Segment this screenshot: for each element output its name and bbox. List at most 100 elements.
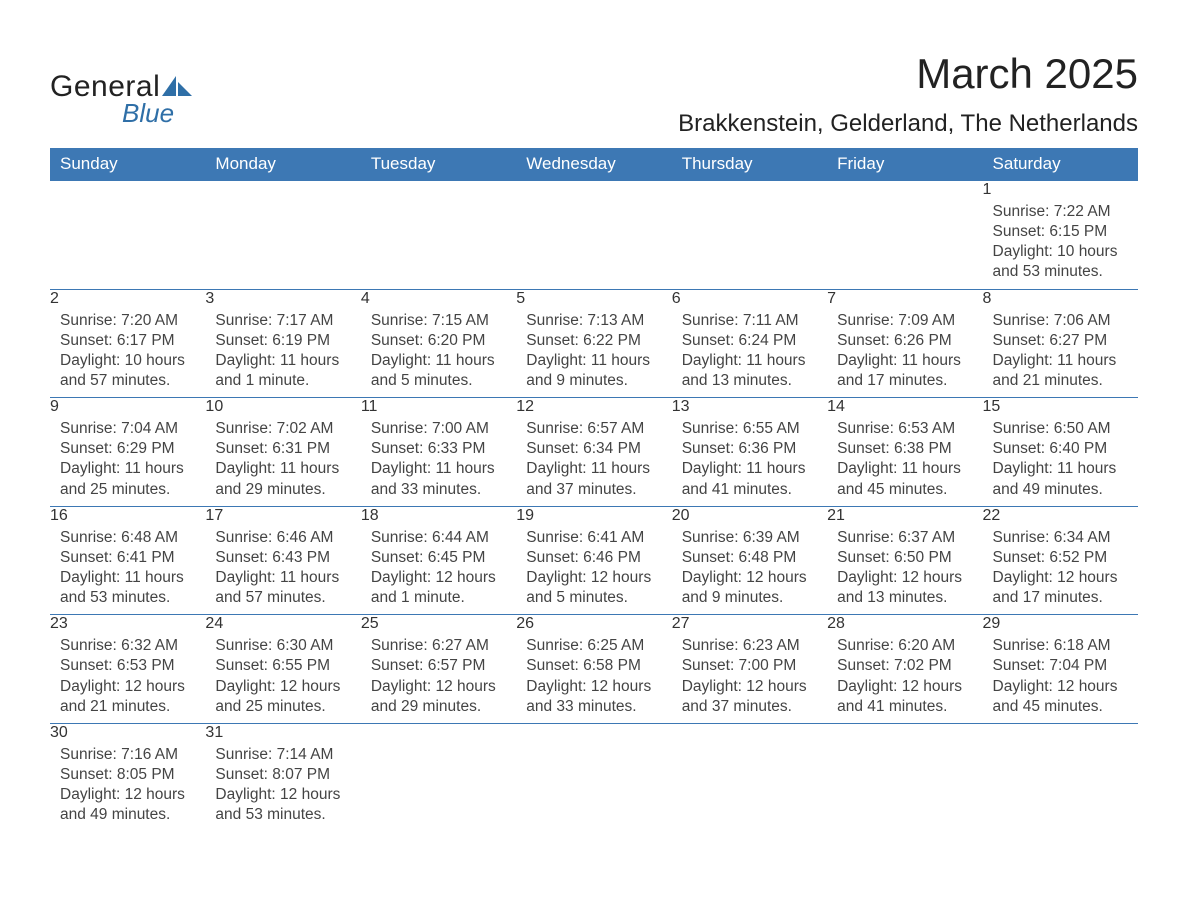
- day-cell: 26Sunrise: 6:25 AMSunset: 6:58 PMDayligh…: [516, 615, 671, 724]
- day-data: [361, 181, 516, 259]
- day-cell: 24Sunrise: 6:30 AMSunset: 6:55 PMDayligh…: [205, 615, 360, 724]
- day-number: 28: [827, 615, 845, 632]
- day-cell: 12Sunrise: 6:57 AMSunset: 6:34 PMDayligh…: [516, 398, 671, 507]
- day-data: Sunrise: 7:06 AMSunset: 6:27 PMDaylight:…: [983, 308, 1138, 398]
- day-number: 26: [516, 615, 534, 632]
- day-header: Saturday: [983, 148, 1138, 181]
- day-data: Sunrise: 7:15 AMSunset: 6:20 PMDaylight:…: [361, 308, 516, 398]
- day-cell: [827, 181, 982, 290]
- day-number: 6: [672, 290, 681, 307]
- sunrise-text: Sunrise: 7:20 AM: [60, 311, 195, 331]
- day-header: Wednesday: [516, 148, 671, 181]
- sunrise-text: Sunrise: 7:15 AM: [371, 311, 506, 331]
- day-number: 25: [361, 615, 379, 632]
- sunset-text: Sunset: 7:04 PM: [993, 656, 1128, 676]
- day-data: Sunrise: 6:20 AMSunset: 7:02 PMDaylight:…: [827, 633, 982, 723]
- day-cell: 17Sunrise: 6:46 AMSunset: 6:43 PMDayligh…: [205, 506, 360, 615]
- sunset-text: Sunset: 6:33 PM: [371, 439, 506, 459]
- daylight-text: Daylight: 12 hours and 13 minutes.: [837, 568, 972, 608]
- daylight-text: Daylight: 11 hours and 49 minutes.: [993, 459, 1128, 499]
- sunrise-text: Sunrise: 6:25 AM: [526, 636, 661, 656]
- day-cell: 28Sunrise: 6:20 AMSunset: 7:02 PMDayligh…: [827, 615, 982, 724]
- day-cell: [361, 181, 516, 290]
- sunset-text: Sunset: 6:29 PM: [60, 439, 195, 459]
- day-number: 5: [516, 290, 525, 307]
- day-data: Sunrise: 6:46 AMSunset: 6:43 PMDaylight:…: [205, 525, 360, 615]
- day-data: Sunrise: 6:53 AMSunset: 6:38 PMDaylight:…: [827, 416, 982, 506]
- day-data: [827, 724, 982, 802]
- sunset-text: Sunset: 6:34 PM: [526, 439, 661, 459]
- sunrise-text: Sunrise: 6:57 AM: [526, 419, 661, 439]
- day-data: Sunrise: 6:37 AMSunset: 6:50 PMDaylight:…: [827, 525, 982, 615]
- day-data: Sunrise: 7:00 AMSunset: 6:33 PMDaylight:…: [361, 416, 516, 506]
- daylight-text: Daylight: 11 hours and 5 minutes.: [371, 351, 506, 391]
- day-number: 9: [50, 398, 59, 415]
- sunset-text: Sunset: 6:24 PM: [682, 331, 817, 351]
- sunset-text: Sunset: 6:38 PM: [837, 439, 972, 459]
- sunrise-text: Sunrise: 7:04 AM: [60, 419, 195, 439]
- day-number: 20: [672, 507, 690, 524]
- sunset-text: Sunset: 6:58 PM: [526, 656, 661, 676]
- sunset-text: Sunset: 6:41 PM: [60, 548, 195, 568]
- sunset-text: Sunset: 6:26 PM: [837, 331, 972, 351]
- sunset-text: Sunset: 6:36 PM: [682, 439, 817, 459]
- day-number: 4: [361, 290, 370, 307]
- sunrise-text: Sunrise: 6:50 AM: [993, 419, 1128, 439]
- daylight-text: Daylight: 12 hours and 41 minutes.: [837, 677, 972, 717]
- sunset-text: Sunset: 7:00 PM: [682, 656, 817, 676]
- day-cell: 9Sunrise: 7:04 AMSunset: 6:29 PMDaylight…: [50, 398, 205, 507]
- day-cell: [361, 723, 516, 831]
- sunset-text: Sunset: 6:20 PM: [371, 331, 506, 351]
- week-row: 30Sunrise: 7:16 AMSunset: 8:05 PMDayligh…: [50, 723, 1138, 831]
- day-data: Sunrise: 7:13 AMSunset: 6:22 PMDaylight:…: [516, 308, 671, 398]
- logo: General Blue: [50, 50, 192, 129]
- day-number: 17: [205, 507, 223, 524]
- day-data: Sunrise: 6:25 AMSunset: 6:58 PMDaylight:…: [516, 633, 671, 723]
- day-cell: [672, 181, 827, 290]
- daylight-text: Daylight: 11 hours and 21 minutes.: [993, 351, 1128, 391]
- sunset-text: Sunset: 6:57 PM: [371, 656, 506, 676]
- sail-icon: [162, 74, 192, 96]
- day-data: Sunrise: 6:34 AMSunset: 6:52 PMDaylight:…: [983, 525, 1138, 615]
- day-cell: 20Sunrise: 6:39 AMSunset: 6:48 PMDayligh…: [672, 506, 827, 615]
- sunrise-text: Sunrise: 6:46 AM: [215, 528, 350, 548]
- sunset-text: Sunset: 6:27 PM: [993, 331, 1128, 351]
- week-row: 1Sunrise: 7:22 AMSunset: 6:15 PMDaylight…: [50, 181, 1138, 290]
- day-data: Sunrise: 7:09 AMSunset: 6:26 PMDaylight:…: [827, 308, 982, 398]
- day-data: [672, 181, 827, 259]
- daylight-text: Daylight: 12 hours and 49 minutes.: [60, 785, 195, 825]
- sunrise-text: Sunrise: 7:16 AM: [60, 745, 195, 765]
- day-number: 24: [205, 615, 223, 632]
- day-data: [50, 181, 205, 259]
- sunset-text: Sunset: 6:40 PM: [993, 439, 1128, 459]
- day-data: [361, 724, 516, 802]
- sunset-text: Sunset: 8:05 PM: [60, 765, 195, 785]
- day-cell: 5Sunrise: 7:13 AMSunset: 6:22 PMDaylight…: [516, 289, 671, 398]
- sunrise-text: Sunrise: 6:55 AM: [682, 419, 817, 439]
- week-row: 23Sunrise: 6:32 AMSunset: 6:53 PMDayligh…: [50, 615, 1138, 724]
- sunrise-text: Sunrise: 6:41 AM: [526, 528, 661, 548]
- day-cell: [205, 181, 360, 290]
- week-row: 2Sunrise: 7:20 AMSunset: 6:17 PMDaylight…: [50, 289, 1138, 398]
- sunrise-text: Sunrise: 7:11 AM: [682, 311, 817, 331]
- week-row: 16Sunrise: 6:48 AMSunset: 6:41 PMDayligh…: [50, 506, 1138, 615]
- day-header: Friday: [827, 148, 982, 181]
- day-data: Sunrise: 6:39 AMSunset: 6:48 PMDaylight:…: [672, 525, 827, 615]
- day-cell: 16Sunrise: 6:48 AMSunset: 6:41 PMDayligh…: [50, 506, 205, 615]
- day-number: 31: [205, 724, 223, 741]
- day-cell: 8Sunrise: 7:06 AMSunset: 6:27 PMDaylight…: [983, 289, 1138, 398]
- daylight-text: Daylight: 12 hours and 37 minutes.: [682, 677, 817, 717]
- sunset-text: Sunset: 7:02 PM: [837, 656, 972, 676]
- day-number: 21: [827, 507, 845, 524]
- day-data: Sunrise: 6:44 AMSunset: 6:45 PMDaylight:…: [361, 525, 516, 615]
- daylight-text: Daylight: 11 hours and 33 minutes.: [371, 459, 506, 499]
- day-number: 8: [983, 290, 992, 307]
- calendar-table: Sunday Monday Tuesday Wednesday Thursday…: [50, 148, 1138, 831]
- day-number: 11: [361, 398, 378, 415]
- sunrise-text: Sunrise: 6:30 AM: [215, 636, 350, 656]
- sunrise-text: Sunrise: 7:17 AM: [215, 311, 350, 331]
- day-cell: 21Sunrise: 6:37 AMSunset: 6:50 PMDayligh…: [827, 506, 982, 615]
- day-data: Sunrise: 6:30 AMSunset: 6:55 PMDaylight:…: [205, 633, 360, 723]
- day-data: Sunrise: 6:55 AMSunset: 6:36 PMDaylight:…: [672, 416, 827, 506]
- day-cell: [983, 723, 1138, 831]
